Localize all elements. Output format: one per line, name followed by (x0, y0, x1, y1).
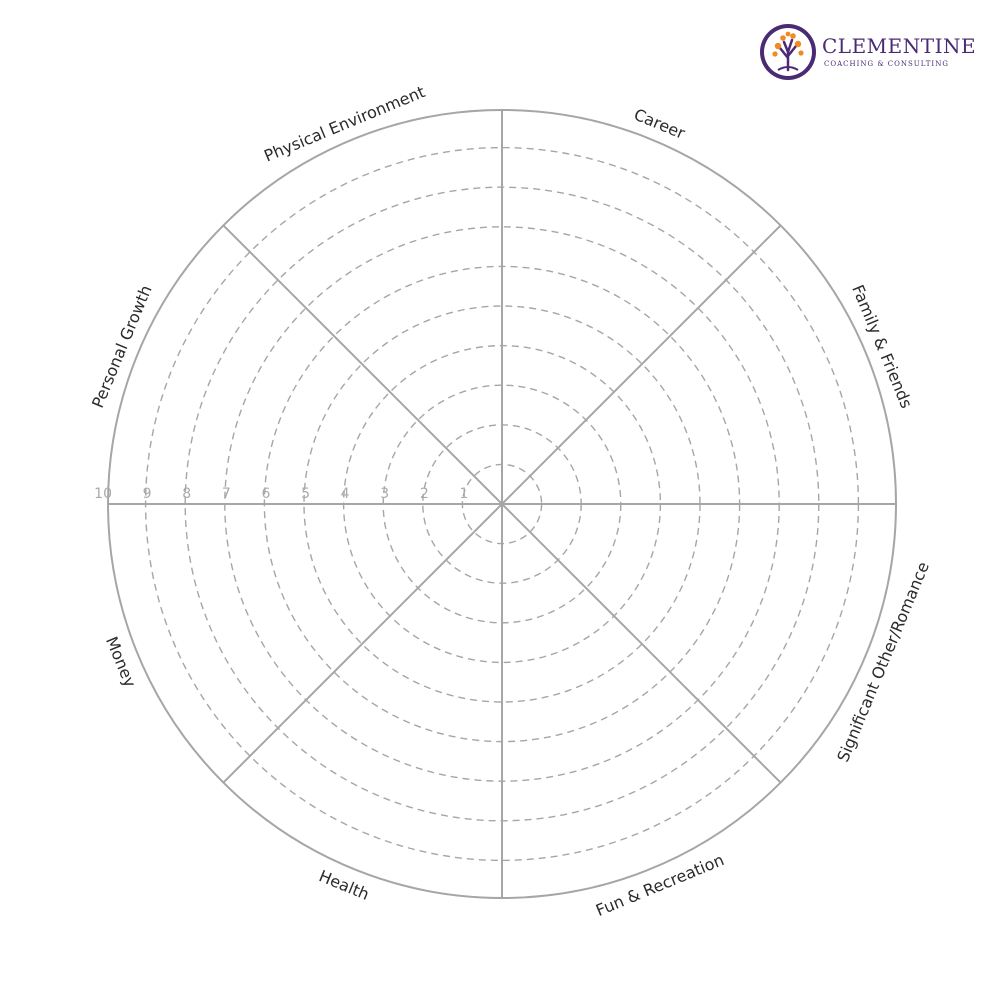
scale-label-3: 3 (380, 486, 389, 502)
brand-name: CLEMENTINE (822, 34, 977, 58)
scale-label-7: 7 (222, 486, 231, 502)
divider-line (222, 224, 782, 784)
scale-label-8: 8 (182, 486, 191, 502)
scale-label-9: 9 (143, 486, 152, 502)
category-label-2: Family & Friends (848, 282, 916, 411)
outer-ring (107, 109, 897, 899)
outer-circle (107, 109, 897, 899)
category-label-8: Physical Environment (261, 82, 427, 166)
category-label-1: Career (631, 105, 688, 143)
scale-label-5: 5 (301, 486, 310, 502)
scale-label-2: 2 (420, 486, 429, 502)
brand-tagline: COACHING & CONSULTING (824, 60, 949, 68)
scale-labels: 1 2 3 4 5 6 7 8 9 10 (94, 486, 468, 502)
category-label-6: Money (102, 634, 140, 690)
category-dividers (108, 110, 896, 898)
scale-label-1: 1 (459, 486, 468, 502)
scale-label-4: 4 (341, 486, 350, 502)
scale-label-6: 6 (261, 486, 270, 502)
category-label-4: Fun & Recreation (593, 850, 727, 920)
category-label-7: Personal Growth (88, 282, 156, 410)
tree-icon (760, 24, 816, 80)
scale-label-10: 10 (94, 486, 112, 502)
brand-logo: CLEMENTINE COACHING & CONSULTING (758, 20, 976, 84)
